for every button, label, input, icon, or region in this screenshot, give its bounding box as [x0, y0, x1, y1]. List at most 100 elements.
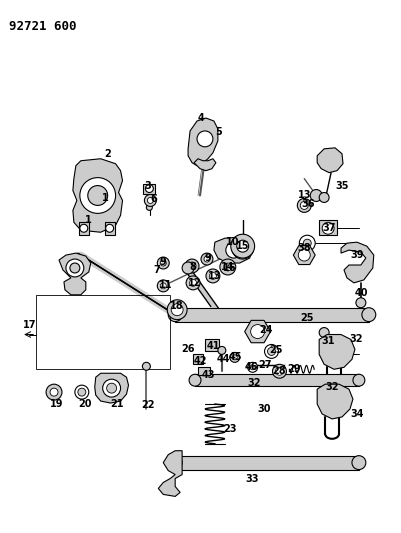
Text: 1: 1 — [85, 215, 92, 225]
Polygon shape — [95, 373, 128, 403]
Circle shape — [299, 235, 315, 251]
Circle shape — [88, 185, 107, 205]
Circle shape — [232, 355, 237, 360]
Polygon shape — [319, 335, 355, 369]
Text: 25: 25 — [300, 313, 314, 322]
Circle shape — [232, 237, 253, 259]
Circle shape — [167, 300, 187, 320]
Circle shape — [353, 374, 365, 386]
Text: 22: 22 — [142, 400, 155, 410]
Text: 32: 32 — [248, 378, 261, 388]
Text: 28: 28 — [273, 366, 286, 376]
Circle shape — [185, 259, 199, 273]
Circle shape — [319, 328, 329, 337]
Circle shape — [265, 344, 278, 358]
Text: 11: 11 — [158, 280, 172, 290]
Circle shape — [322, 222, 334, 234]
Text: 13: 13 — [298, 190, 311, 200]
Text: 24: 24 — [259, 325, 272, 335]
Polygon shape — [194, 159, 216, 171]
Text: 10: 10 — [226, 237, 239, 247]
Circle shape — [300, 201, 308, 209]
Circle shape — [80, 224, 88, 232]
Text: 46: 46 — [245, 362, 258, 372]
Text: 4: 4 — [198, 113, 205, 123]
Text: 35: 35 — [335, 181, 349, 191]
Circle shape — [80, 177, 115, 213]
Text: 42: 42 — [193, 357, 207, 366]
Circle shape — [230, 352, 240, 362]
Text: 44: 44 — [217, 354, 231, 365]
Text: 15: 15 — [236, 241, 249, 251]
Polygon shape — [317, 384, 353, 419]
Circle shape — [105, 224, 113, 232]
Polygon shape — [214, 237, 253, 263]
Circle shape — [356, 298, 366, 308]
Circle shape — [303, 239, 311, 247]
Bar — [36, 295, 170, 369]
Circle shape — [148, 198, 153, 204]
Polygon shape — [341, 242, 374, 283]
Circle shape — [188, 262, 196, 270]
Text: 45: 45 — [229, 352, 243, 362]
Circle shape — [75, 385, 89, 399]
Text: 34: 34 — [350, 409, 364, 419]
Text: 2: 2 — [104, 149, 111, 159]
Circle shape — [248, 362, 257, 372]
Bar — [175, 308, 369, 321]
Text: 7: 7 — [153, 265, 160, 275]
Circle shape — [146, 184, 153, 192]
Text: 38: 38 — [298, 243, 311, 253]
Circle shape — [201, 253, 213, 265]
Text: 12: 12 — [188, 278, 202, 288]
Circle shape — [70, 263, 80, 273]
Circle shape — [297, 198, 311, 212]
Text: 3: 3 — [144, 181, 151, 191]
Text: 92721 600: 92721 600 — [9, 20, 77, 33]
Text: 1: 1 — [102, 193, 109, 204]
Bar — [144, 183, 155, 193]
Polygon shape — [73, 159, 123, 232]
Bar — [205, 340, 219, 351]
Circle shape — [171, 304, 183, 316]
Circle shape — [142, 362, 150, 370]
Polygon shape — [105, 222, 115, 235]
Circle shape — [157, 280, 169, 292]
Circle shape — [189, 374, 201, 386]
Circle shape — [186, 276, 200, 290]
Text: 8: 8 — [190, 262, 196, 272]
Bar — [319, 220, 337, 235]
Circle shape — [144, 195, 156, 206]
Circle shape — [218, 346, 226, 354]
Circle shape — [220, 259, 236, 275]
Circle shape — [224, 263, 232, 271]
Circle shape — [190, 279, 196, 286]
Text: 36: 36 — [302, 199, 315, 209]
Polygon shape — [245, 320, 271, 343]
Text: 9: 9 — [205, 253, 211, 263]
Circle shape — [182, 262, 194, 274]
Text: 18: 18 — [170, 301, 184, 311]
Circle shape — [197, 131, 213, 147]
Bar — [193, 354, 203, 365]
Circle shape — [107, 383, 117, 393]
Circle shape — [103, 379, 121, 397]
Text: 43: 43 — [201, 370, 215, 380]
Text: 20: 20 — [78, 399, 91, 409]
Polygon shape — [317, 148, 343, 173]
Circle shape — [168, 456, 182, 470]
Text: 13: 13 — [208, 271, 222, 281]
Circle shape — [66, 259, 84, 277]
Circle shape — [168, 308, 182, 321]
Text: 6: 6 — [150, 195, 157, 205]
Text: 9: 9 — [160, 257, 167, 267]
Text: 17: 17 — [22, 320, 36, 329]
Circle shape — [237, 243, 248, 254]
Text: 21: 21 — [110, 399, 124, 409]
Circle shape — [298, 249, 310, 261]
Polygon shape — [188, 118, 218, 166]
Circle shape — [146, 205, 152, 211]
Circle shape — [160, 260, 166, 266]
Polygon shape — [158, 451, 182, 496]
Circle shape — [204, 256, 210, 262]
